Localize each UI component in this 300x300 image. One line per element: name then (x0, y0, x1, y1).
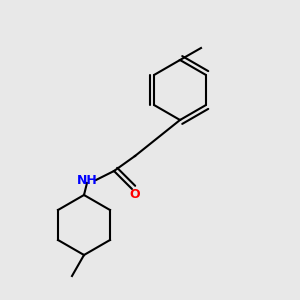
Text: NH: NH (76, 173, 98, 187)
Text: O: O (130, 188, 140, 202)
